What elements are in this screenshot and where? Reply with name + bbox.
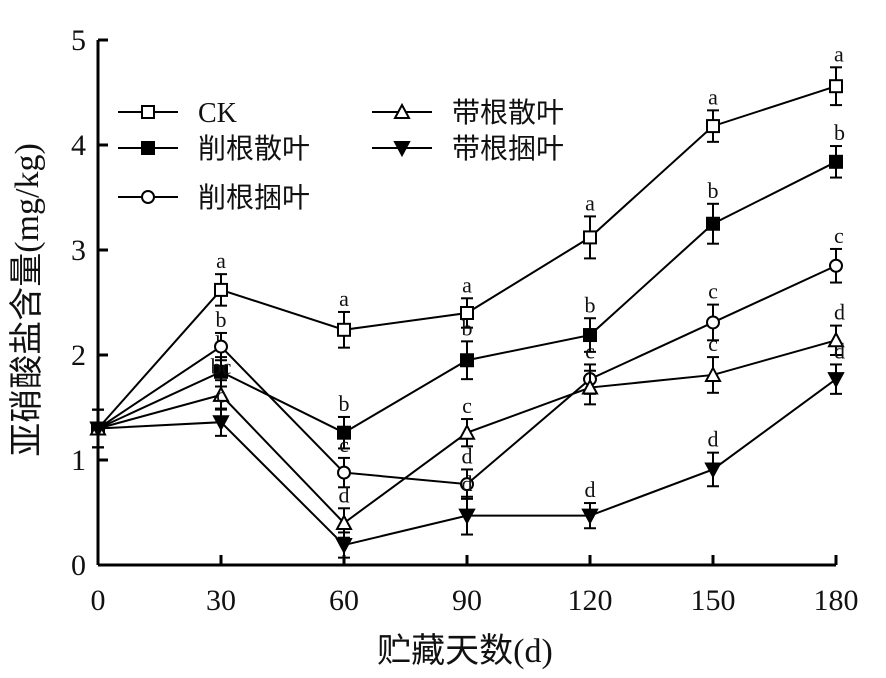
data-point-marker (89, 421, 107, 438)
data-point-marker (141, 190, 155, 204)
significance-label: c (462, 393, 472, 418)
data-point-marker (583, 328, 597, 343)
data-point-marker (581, 378, 599, 395)
data-point-marker (141, 141, 155, 155)
significance-label: a (216, 248, 226, 273)
data-point-marker (829, 79, 843, 94)
significance-label: a (339, 286, 349, 311)
data-point-marker (704, 462, 722, 479)
legend-label: 削根散叶 (198, 133, 310, 165)
data-point-marker (393, 102, 411, 119)
y-tick-label: 2 (71, 339, 86, 372)
significance-label: a (585, 190, 595, 215)
x-tick-label: 0 (91, 584, 106, 617)
legend-item-3: 削根捆叶 (118, 182, 310, 214)
data-point-marker (704, 365, 722, 382)
data-point-marker (212, 385, 230, 402)
significance-label: a (708, 84, 718, 109)
x-tick-label: 120 (568, 584, 613, 617)
axes: 0 30 60 90 120 150 180 0 1 2 3 4 5 (71, 24, 859, 617)
x-tick-label: 90 (452, 584, 482, 617)
significance-label: d (708, 427, 719, 452)
data-point-marker (458, 423, 476, 440)
significance-label: b (585, 292, 596, 317)
data-point-marker (829, 258, 843, 273)
significance-label: d (339, 482, 350, 507)
data-point-marker (706, 119, 720, 134)
legend-label: 带根捆叶 (452, 133, 564, 165)
data-point-marker (212, 415, 230, 432)
data-point-marker (460, 353, 474, 368)
data-point-marker (141, 105, 155, 119)
series-5: cd ddd (89, 338, 845, 559)
significance-label: d (834, 338, 845, 363)
x-tick-label: 180 (814, 584, 859, 617)
legend-item-1: CK (118, 98, 237, 129)
data-point-marker (214, 339, 228, 354)
significance-label: c (339, 432, 349, 457)
x-axis-title: 贮藏天数(d) (377, 632, 553, 670)
data-point-marker (460, 306, 474, 320)
significance-label: a (834, 41, 844, 66)
legend-label: 削根捆叶 (198, 182, 310, 214)
significance-label: a (462, 272, 472, 297)
significance-label: c (708, 279, 718, 304)
data-point-marker (706, 315, 720, 330)
series-layer: aaaaaabbbbbbbcdcccbcdccdcdddd (89, 41, 845, 559)
data-point-marker (393, 141, 411, 158)
data-point-marker (337, 322, 351, 337)
data-point-marker (581, 508, 599, 525)
data-point-marker (335, 513, 353, 530)
significance-label: b (708, 178, 719, 203)
data-point-marker (460, 477, 474, 492)
x-tick-label: 30 (206, 584, 236, 617)
legend-label: 带根散叶 (452, 97, 564, 129)
significance-label: d (462, 443, 473, 468)
significance-label: b (834, 120, 845, 145)
data-point-marker (458, 508, 476, 525)
significance-label: b (216, 307, 227, 332)
data-point-marker (827, 331, 845, 348)
x-tick-label: 60 (329, 584, 359, 617)
data-point-marker (827, 372, 845, 389)
significance-label: d (585, 477, 596, 502)
significance-label: c (585, 338, 595, 363)
x-tick-label: 150 (691, 584, 736, 617)
data-point-marker (583, 230, 597, 245)
significance-label: d (462, 471, 473, 496)
data-point-marker (337, 465, 351, 480)
y-tick-label: 0 (71, 549, 86, 582)
y-axis-title: 亚硝酸盐含量(mg/kg) (8, 143, 46, 457)
data-point-marker (829, 154, 843, 169)
y-tick-label: 3 (71, 234, 86, 267)
significance-label: c (216, 383, 226, 408)
y-tick-label: 4 (71, 129, 86, 162)
significance-label: bc (211, 354, 232, 379)
significance-label: c (708, 331, 718, 356)
data-point-marker (214, 364, 228, 379)
legend-label: CK (198, 98, 237, 129)
series-1: a a a a a a (91, 41, 844, 449)
y-tick-label: 1 (71, 444, 86, 477)
y-tick-label: 5 (71, 24, 86, 57)
significance-label: b (339, 391, 350, 416)
data-point-marker (706, 216, 720, 231)
legend-item-5: 带根捆叶 (372, 133, 564, 165)
significance-label: d (834, 300, 845, 325)
data-point-marker (214, 282, 228, 297)
legend-item-2: 削根散叶 (118, 133, 310, 165)
significance-label: b (462, 315, 473, 340)
data-point-marker (335, 538, 353, 555)
significance-label: c (834, 223, 844, 248)
legend-item-4: 带根散叶 (372, 97, 564, 129)
data-point-marker (337, 425, 351, 440)
